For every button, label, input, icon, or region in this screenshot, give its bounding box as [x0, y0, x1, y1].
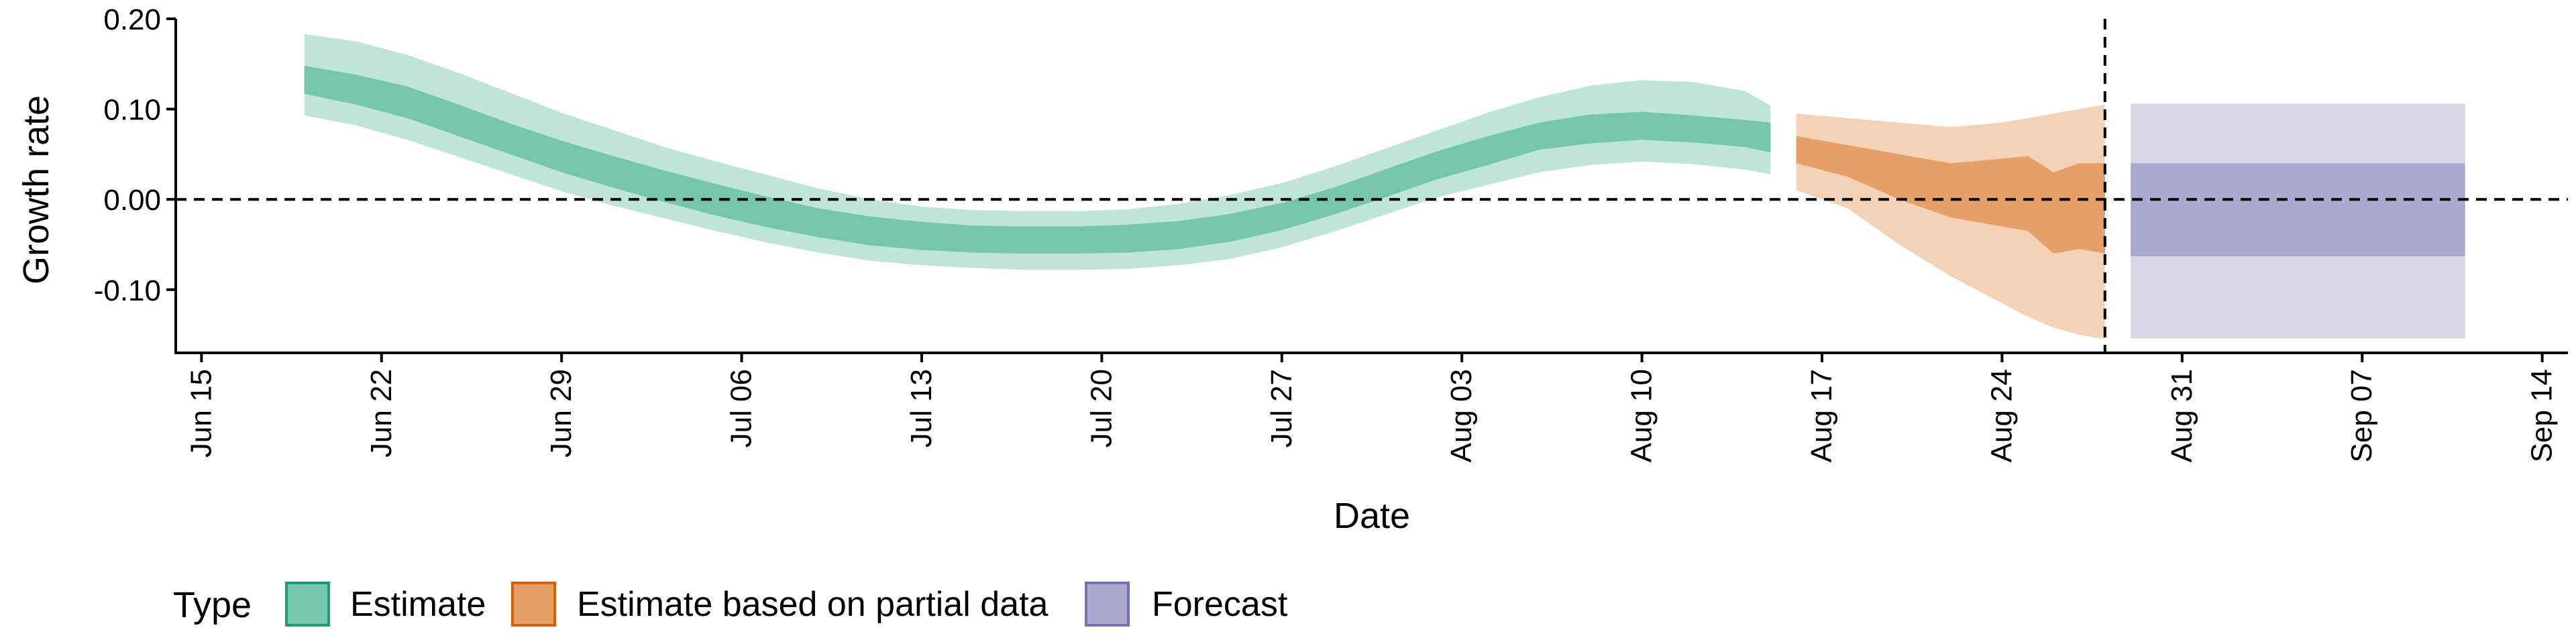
x-tick-label: Aug 10: [1625, 369, 1658, 462]
legend-key-estimate: [285, 582, 330, 627]
y-tick-label: 0.10: [103, 94, 161, 127]
estimate-90-interval: [304, 34, 1771, 270]
x-tick-label: Jun 22: [365, 369, 398, 458]
estimate-based-on-partial-data-50-interval: [1796, 136, 2105, 254]
x-tick-label: Aug 17: [1805, 369, 1838, 462]
legend-label-partial-estimate: Estimate based on partial data: [577, 585, 1049, 624]
forecast-50-interval: [2131, 163, 2465, 256]
x-ticks: Jun 15 Jun 22 Jun 29 Jul 06 Jul 13 Jul 20 Jul …: [184, 353, 2559, 462]
x-tick-label: Sep 07: [2345, 369, 2378, 462]
plot-bands: [304, 34, 2465, 339]
x-tick-label: Aug 24: [1985, 369, 2018, 462]
x-tick-label: Jul 06: [725, 369, 758, 447]
legend: Type Estimate Estimate based on partial …: [173, 582, 1288, 627]
legend-title: Type: [173, 585, 252, 625]
x-tick-label: Aug 03: [1445, 369, 1478, 462]
x-tick-label: Sep 14: [2526, 369, 2559, 462]
x-tick-label: Jul 13: [905, 369, 938, 447]
legend-key-partial-estimate: [511, 582, 556, 627]
reference-lines: [176, 19, 2568, 353]
estimate-50-interval: [304, 66, 1771, 254]
y-tick-label: 0.20: [103, 3, 161, 36]
axes: [174, 19, 2568, 354]
legend-key-forecast: [1085, 582, 1130, 627]
y-tick-label: -0.10: [94, 274, 161, 307]
legend-label-forecast: Forecast: [1152, 585, 1288, 624]
y-axis-title: Growth rate: [16, 95, 56, 284]
x-tick-label: Aug 31: [2165, 369, 2198, 462]
x-tick-label: Jun 15: [184, 369, 217, 458]
x-tick-label: Jul 20: [1085, 369, 1118, 447]
x-axis-title: Date: [1334, 496, 1410, 536]
x-tick-label: Jun 29: [545, 369, 578, 458]
x-tick-label: Jul 27: [1265, 369, 1298, 447]
y-tick-label: 0.00: [103, 184, 161, 217]
y-ticks: 0.20 0.10 0.00 -0.10: [94, 3, 176, 307]
legend-label-estimate: Estimate: [350, 585, 486, 624]
